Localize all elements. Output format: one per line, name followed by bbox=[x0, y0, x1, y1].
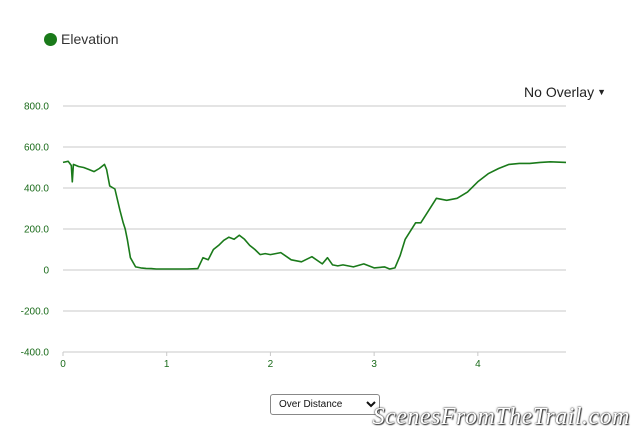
mode-select-wrap: Over Distance bbox=[270, 394, 380, 415]
y-tick-label: 600.0 bbox=[24, 143, 49, 154]
y-axis-ticks: 800.0 600.0 400.0 200.0 0 -200.0 -400.0 bbox=[21, 102, 50, 359]
x-tick-label: 3 bbox=[371, 359, 377, 370]
y-tick-label: 200.0 bbox=[24, 225, 49, 236]
elevation-series-line bbox=[62, 160, 567, 270]
y-tick-label: -200.0 bbox=[21, 307, 50, 318]
watermark-logo: ScenesFromTheTrail.com bbox=[372, 404, 630, 430]
overlay-dropdown[interactable]: No Overlay ▼ bbox=[524, 84, 606, 100]
legend[interactable]: Elevation bbox=[44, 31, 119, 47]
x-axis-ticks: 0 1 2 3 4 bbox=[60, 352, 481, 370]
distance-mode-select[interactable]: Over Distance bbox=[270, 394, 380, 415]
legend-label: Elevation bbox=[61, 31, 119, 47]
caret-down-icon: ▼ bbox=[597, 87, 606, 97]
x-tick-label: 2 bbox=[268, 359, 274, 370]
x-tick-label: 1 bbox=[164, 359, 170, 370]
gridlines bbox=[63, 105, 566, 353]
y-tick-label: 400.0 bbox=[24, 184, 49, 195]
x-tick-label: 4 bbox=[475, 359, 481, 370]
y-tick-label: 800.0 bbox=[24, 102, 49, 113]
y-tick-label: 0 bbox=[43, 266, 49, 277]
legend-dot-icon bbox=[44, 32, 57, 46]
y-tick-label: -400.0 bbox=[21, 348, 50, 359]
x-tick-label: 0 bbox=[60, 359, 66, 370]
overlay-label: No Overlay bbox=[524, 84, 595, 100]
